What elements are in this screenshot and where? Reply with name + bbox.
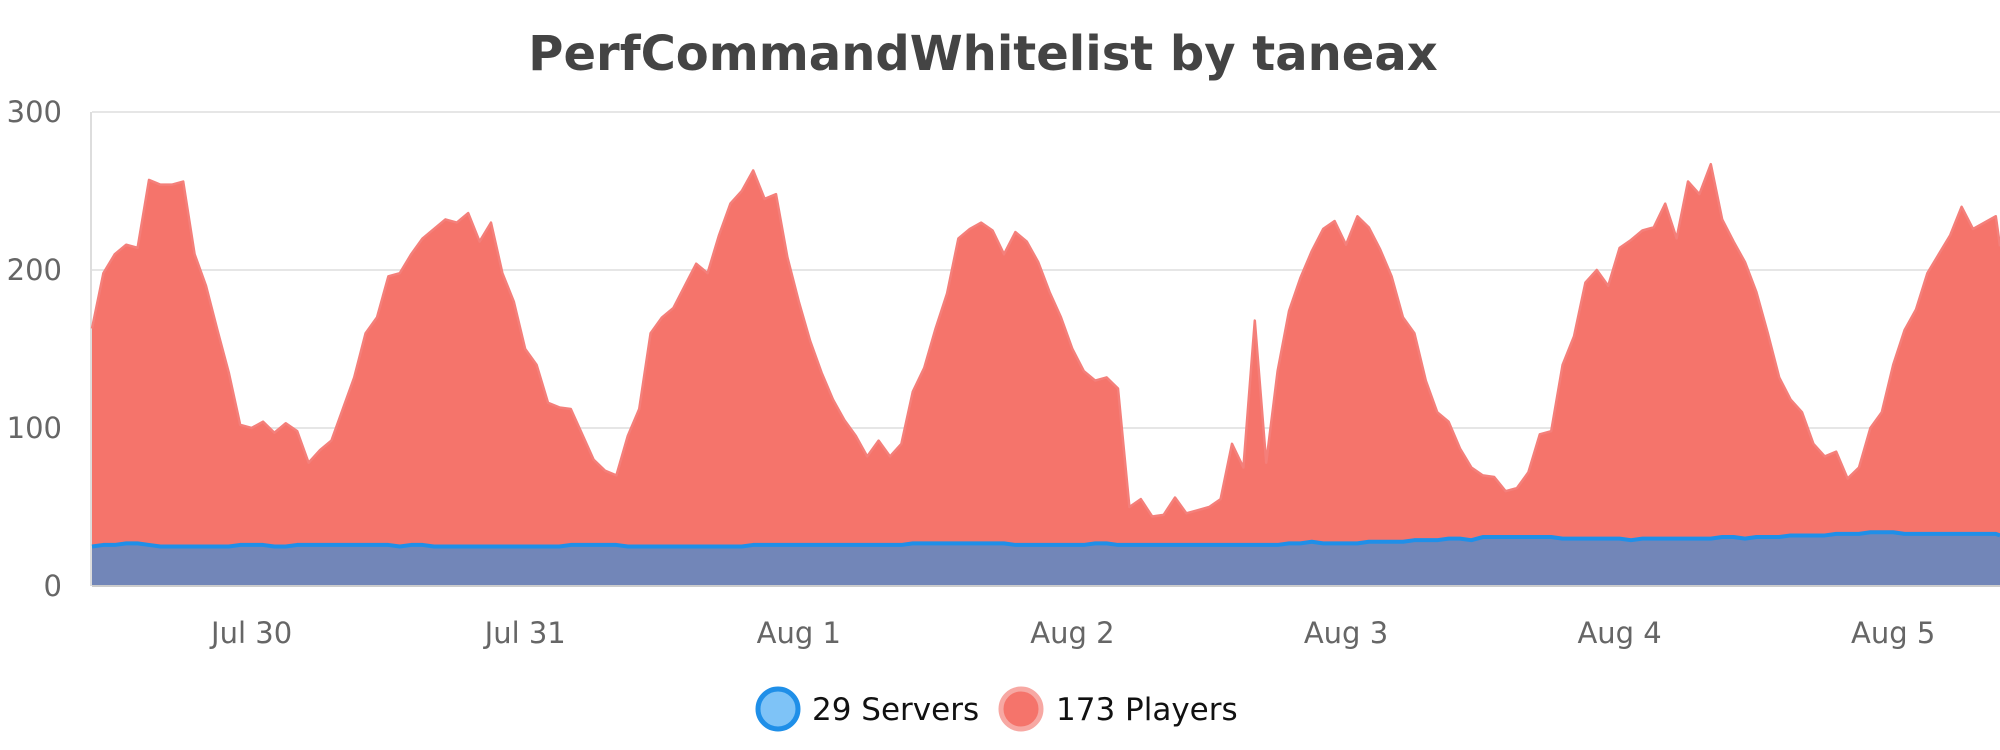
y-tick-label: 200 bbox=[7, 253, 62, 287]
line-servers bbox=[91, 530, 2000, 549]
x-tick-label: Aug 2 bbox=[1030, 616, 1114, 650]
legend-label: 29 Servers bbox=[812, 692, 979, 728]
x-axis: Jul 30 Jul 31 Aug 1 Aug 2 Aug 3 Aug 4 Aug 5 bbox=[92, 585, 2000, 650]
y-tick-label: 0 bbox=[44, 569, 62, 603]
x-tick-label: Aug 1 bbox=[757, 616, 841, 650]
series-areas bbox=[90, 162, 2000, 586]
legend-swatch bbox=[998, 686, 1044, 732]
x-tick-label: Aug 3 bbox=[1304, 616, 1388, 650]
x-tick-label: Aug 4 bbox=[1577, 616, 1661, 650]
legend-item-servers[interactable]: 29 Servers bbox=[755, 686, 979, 732]
y-tick-label: 300 bbox=[7, 95, 62, 129]
line-players bbox=[90, 162, 2000, 518]
legend: 29 Servers 173 Players bbox=[755, 686, 1238, 732]
area-players bbox=[92, 164, 2000, 586]
x-tick-label: Jul 31 bbox=[483, 616, 566, 650]
chart-title: PerfCommandWhitelist by taneax bbox=[528, 26, 1437, 82]
x-tick-label: Jul 30 bbox=[209, 616, 292, 650]
y-axis: 0 100 200 300 bbox=[7, 95, 92, 603]
x-tick-label: Aug 5 bbox=[1851, 616, 1935, 650]
legend-swatch bbox=[755, 686, 801, 732]
legend-label: 173 Players bbox=[1056, 692, 1238, 728]
legend-item-players[interactable]: 173 Players bbox=[998, 686, 1238, 732]
y-tick-label: 100 bbox=[7, 411, 62, 445]
